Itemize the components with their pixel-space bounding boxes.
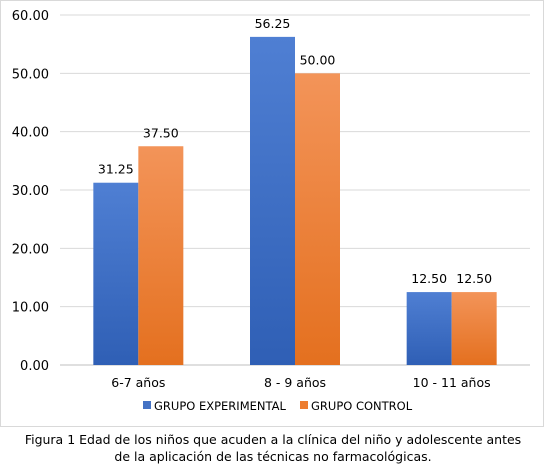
caption-line-1: Figura 1 Edad de los niños que acuden a …: [24, 432, 522, 447]
legend: GRUPO EXPERIMENTAL GRUPO CONTROL: [143, 399, 413, 413]
x-tick-label: 10 - 11 años: [413, 375, 491, 390]
x-axis-ticks: 6-7 años 8 - 9 años 10 - 11 años: [111, 375, 490, 390]
bar-control: [138, 146, 184, 365]
bar-chart: 0.00 10.00 20.00 30.00 40.00 50.00 60.00 31.25…: [12, 9, 530, 413]
data-labels: 31.25 37.50 56.25 50.00 12.50 12.50: [98, 16, 492, 286]
x-tick-label: 8 - 9 años: [264, 375, 326, 390]
y-tick-label: 50.00: [12, 67, 49, 82]
data-label: 12.50: [411, 271, 447, 286]
data-label: 12.50: [456, 271, 492, 286]
y-tick-label: 20.00: [12, 242, 49, 257]
legend-swatch-control: [300, 401, 308, 409]
x-tick-label: 6-7 años: [111, 375, 165, 390]
legend-label-experimental: GRUPO EXPERIMENTAL: [154, 399, 286, 413]
bar-experimental: [250, 36, 295, 365]
bar-control: [451, 292, 497, 365]
data-label: 50.00: [300, 52, 336, 67]
bar-control: [295, 73, 340, 365]
y-tick-label: 10.00: [12, 301, 49, 316]
y-tick-label: 30.00: [12, 184, 49, 199]
bars: [93, 36, 497, 365]
bar-experimental: [93, 182, 139, 365]
y-axis-ticks: 0.00 10.00 20.00 30.00 40.00 50.00 60.00: [12, 9, 49, 374]
bar-experimental: [406, 292, 452, 365]
legend-swatch-experimental: [143, 401, 151, 409]
y-tick-label: 0.00: [20, 359, 49, 374]
y-tick-label: 40.00: [12, 126, 49, 141]
data-label: 56.25: [255, 16, 291, 31]
legend-label-control: GRUPO CONTROL: [311, 399, 413, 413]
data-label: 37.50: [143, 125, 179, 140]
data-label: 31.25: [98, 162, 134, 177]
y-tick-label: 60.00: [12, 9, 49, 24]
caption-line-2: de la aplicación de las técnicas no farm…: [114, 449, 432, 464]
figure-caption: Figura 1 Edad de los niños que acuden a …: [0, 431, 546, 465]
